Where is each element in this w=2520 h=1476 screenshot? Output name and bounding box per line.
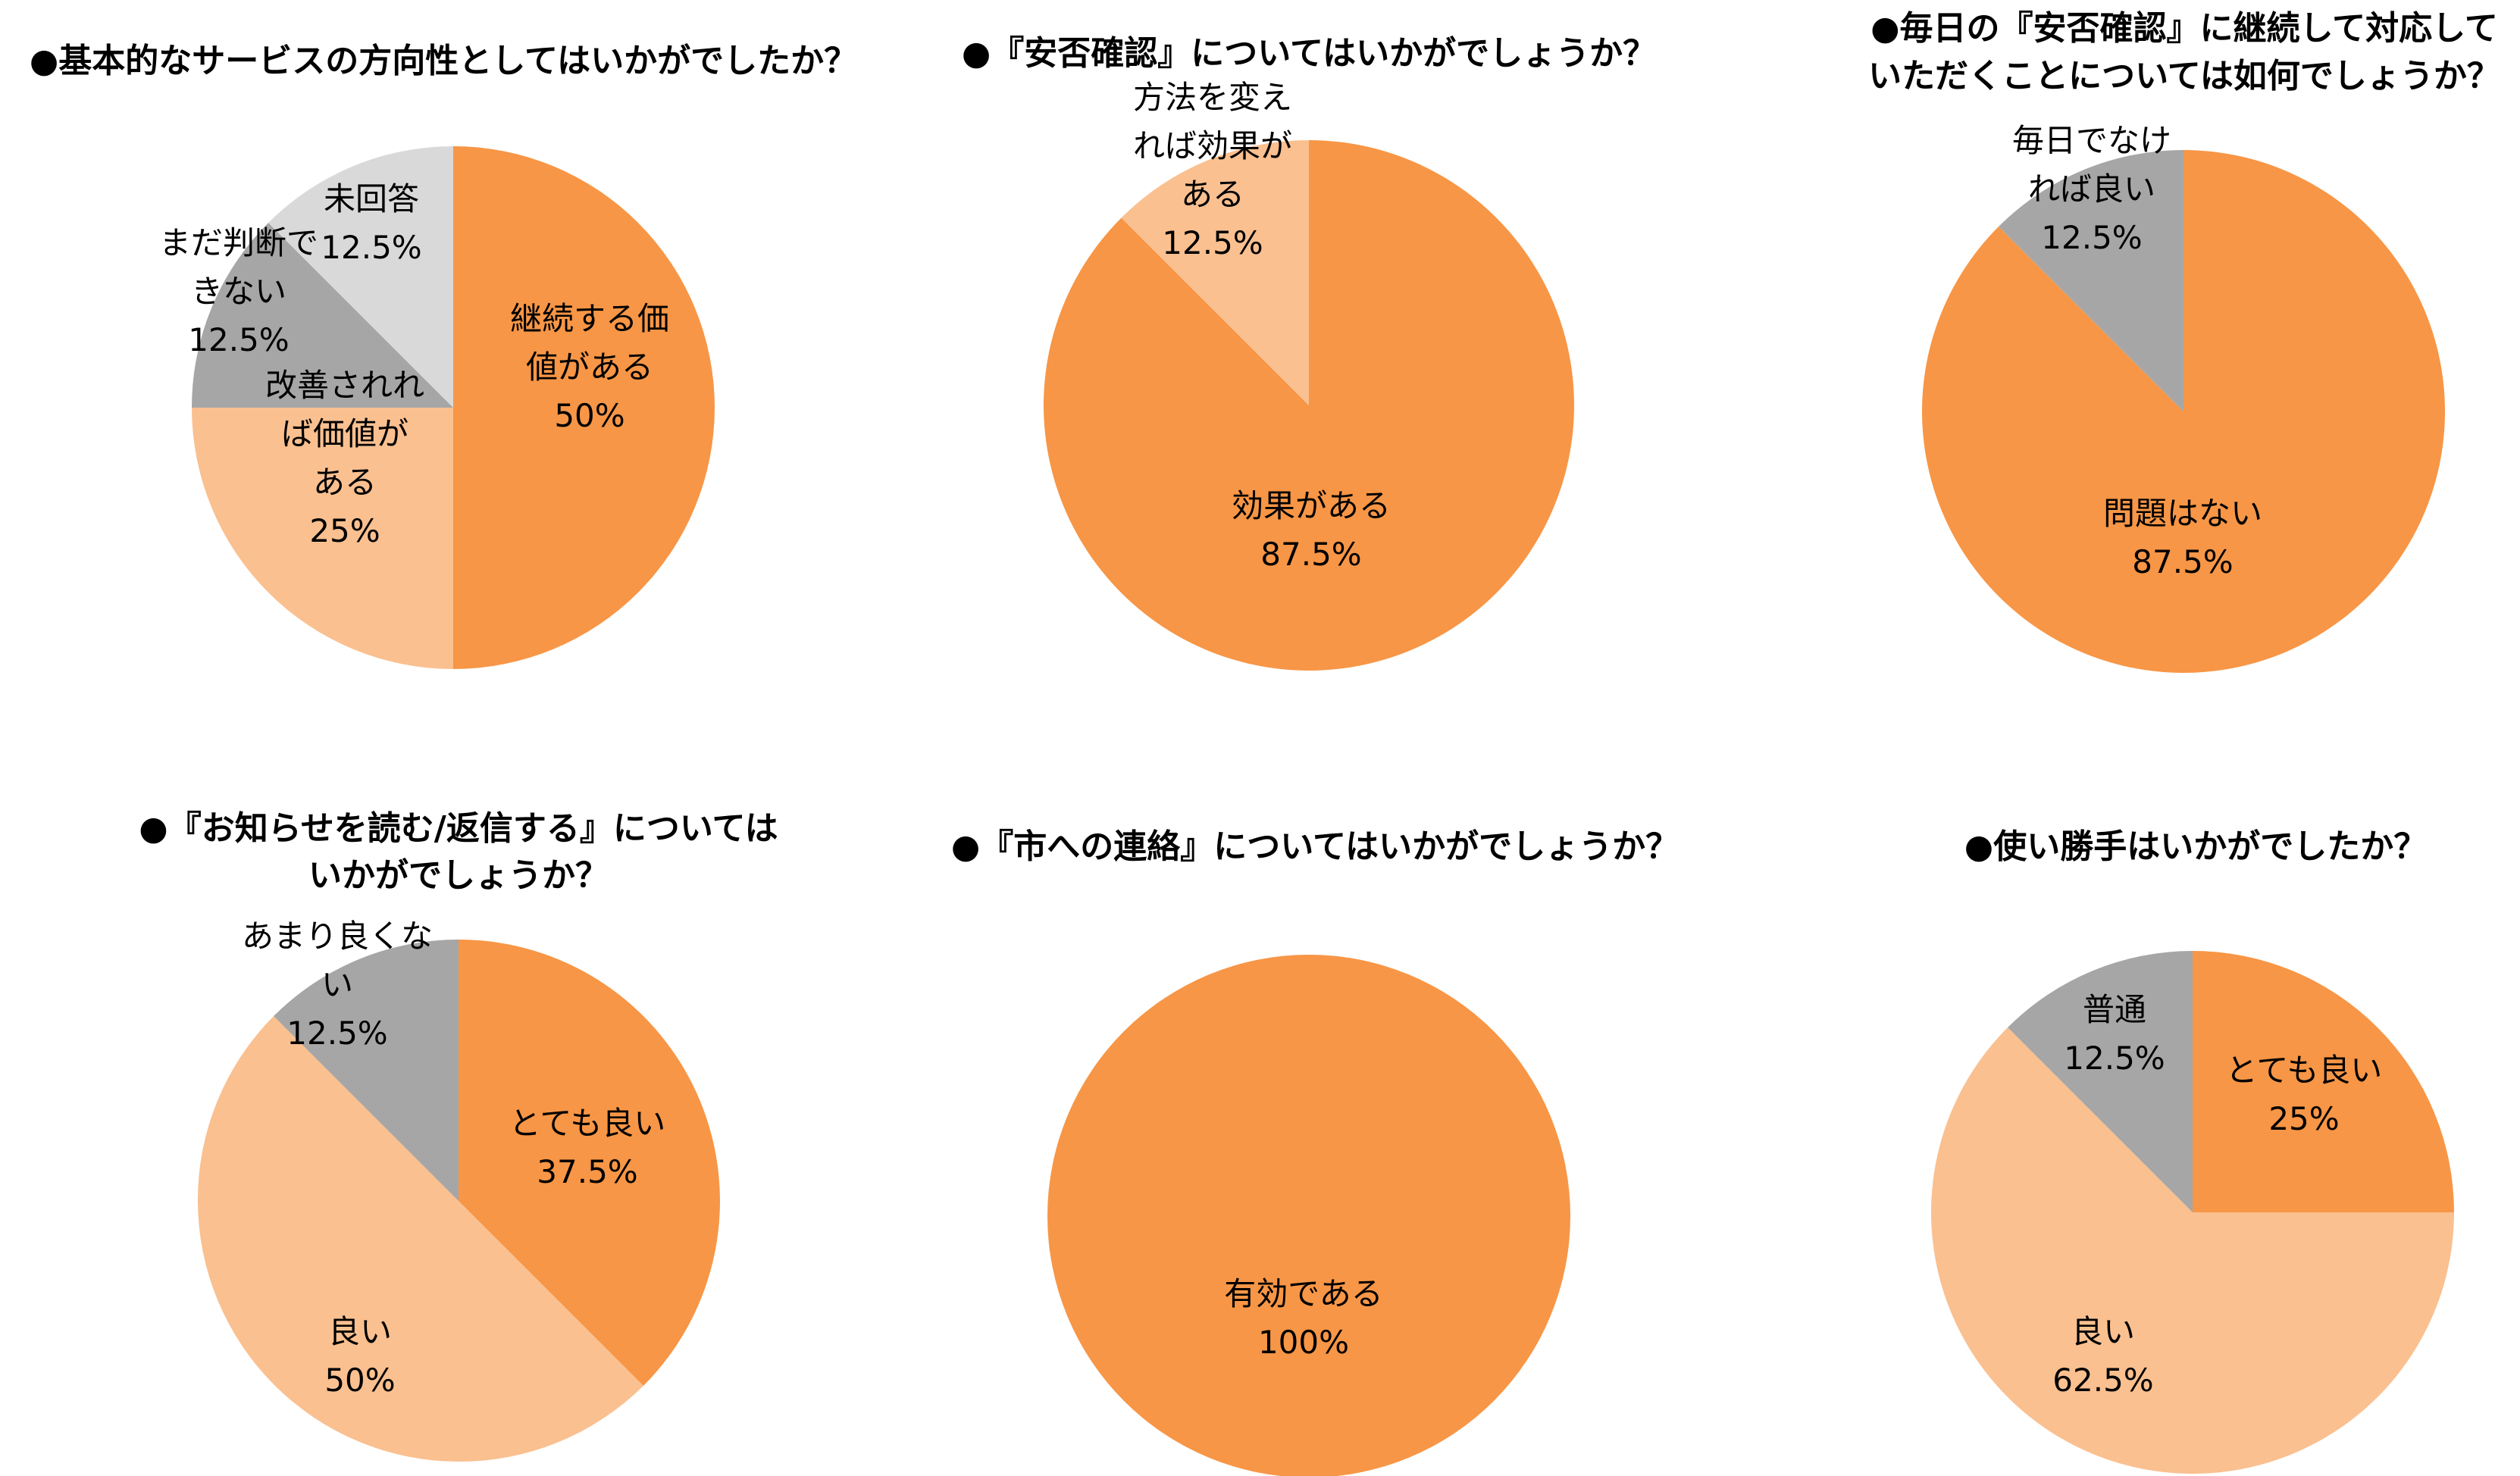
slice-category: 改善されれ bbox=[265, 367, 424, 404]
slice-category: れば効果が bbox=[1133, 127, 1292, 164]
chart-title: ●毎日の『安否確認』に継続して対応して bbox=[1870, 9, 2498, 48]
slice-percentage: 12.5% bbox=[2041, 219, 2142, 256]
pie-slice bbox=[453, 146, 715, 669]
slice-category: 問題はない bbox=[2103, 495, 2262, 532]
slice-percentage: 25% bbox=[2268, 1100, 2339, 1137]
data-label: 方法を変えれば効果がある 12.5% bbox=[1133, 79, 1292, 261]
pie-slice bbox=[197, 1016, 643, 1462]
data-label: 毎日でなければ良い 12.5% bbox=[2012, 122, 2171, 256]
slice-percentage: 50% bbox=[324, 1362, 395, 1399]
slice-category: 値がある bbox=[526, 349, 653, 386]
data-label: とても良い 25% bbox=[2226, 1052, 2383, 1137]
pie-slice bbox=[1047, 955, 1570, 1476]
slice-category: きない bbox=[191, 273, 286, 310]
slice-category: 普通 bbox=[2083, 991, 2146, 1028]
slice-percentage: 100% bbox=[1258, 1324, 1349, 1361]
data-label: とても良い 37.5% bbox=[509, 1105, 666, 1190]
slice-category: とても良い bbox=[2226, 1052, 2383, 1089]
pie-slice bbox=[192, 223, 453, 408]
chart-title: ●使い勝手はいかがでしたか？ bbox=[1964, 827, 2427, 866]
slice-category: 未回答 bbox=[324, 180, 419, 217]
pie-slice bbox=[1043, 140, 1574, 671]
chart-title: ●『安否確認』についてはいかがでしょうか？ bbox=[962, 34, 1656, 73]
pie-slice bbox=[2193, 951, 2454, 1212]
pie-slice bbox=[268, 146, 453, 408]
chart-title: ●『市への連絡』についてはいかがでしょうか？ bbox=[951, 827, 1679, 866]
chart-title: いただくことについては如何でしょうか？ bbox=[1868, 57, 2500, 95]
slice-category: ある bbox=[1181, 176, 1244, 213]
pie-slice bbox=[1931, 1027, 2454, 1474]
slice-percentage: 37.5% bbox=[537, 1153, 637, 1190]
pie-chart-4: ●『お知らせを読む/返信する』についてはいかがでしょうか？ とても良い 37.5% 良… bbox=[139, 809, 778, 1462]
slice-percentage: 12.5% bbox=[2064, 1040, 2165, 1077]
slice-category: ば価値が bbox=[281, 415, 409, 452]
data-label: 問題はない 87.5% bbox=[2103, 495, 2262, 580]
slice-percentage: 87.5% bbox=[2132, 543, 2233, 580]
data-label: 良い 50% bbox=[324, 1313, 395, 1399]
slice-percentage: 12.5% bbox=[321, 229, 421, 266]
slice-percentage: 12.5% bbox=[286, 1015, 387, 1052]
slice-percentage: 62.5% bbox=[2052, 1362, 2153, 1399]
pie-chart-2: ●『安否確認』についてはいかがでしょうか？ 効果がある 87.5% 方法を変えれば効果… bbox=[962, 34, 1656, 671]
pie-slice bbox=[459, 940, 720, 1386]
slice-category: れば良い bbox=[2028, 170, 2155, 208]
data-label: まだ判断できない 12.5% bbox=[159, 224, 318, 358]
data-label: 普通 12.5% bbox=[2064, 991, 2165, 1077]
pie-slice bbox=[1922, 150, 2446, 673]
slice-percentage: 25% bbox=[309, 512, 380, 549]
chart-title: ●『お知らせを読む/返信する』については bbox=[139, 809, 778, 848]
slice-category: 毎日でなけ bbox=[2012, 122, 2171, 159]
data-label: あまり良くない 12.5% bbox=[242, 918, 433, 1052]
data-label: 有効である 100% bbox=[1224, 1275, 1383, 1361]
slice-category: 良い bbox=[2071, 1313, 2135, 1350]
pie-slice bbox=[1121, 139, 1309, 405]
slice-percentage: 12.5% bbox=[1162, 224, 1263, 261]
data-label: 効果がある 87.5% bbox=[1232, 487, 1391, 573]
slice-category: 継続する価 bbox=[510, 300, 669, 337]
slice-category: 効果がある bbox=[1232, 487, 1391, 524]
data-label: 改善されれば価値がある 25% bbox=[265, 367, 424, 549]
pie-chart-5: ●『市への連絡』についてはいかがでしょうか？ 有効である 100% bbox=[951, 827, 1679, 1476]
slice-percentage: 12.5% bbox=[188, 321, 289, 358]
slice-category: 良い bbox=[328, 1313, 392, 1350]
data-label: 良い 62.5% bbox=[2052, 1313, 2153, 1399]
pie-chart-6: ●使い勝手はいかがでしたか？ とても良い 25% 良い 62.5% 普通 12.5% bbox=[1931, 827, 2454, 1474]
slice-category: とても良い bbox=[509, 1105, 666, 1142]
pie-slice bbox=[2008, 951, 2193, 1212]
pie-chart-1: ●基本的なサービスの方向性としてはいかがでしたか？ 継続する価値がある 50% 改善さ… bbox=[30, 42, 857, 669]
data-label: 未回答 12.5% bbox=[321, 180, 421, 266]
slice-category: 有効である bbox=[1224, 1275, 1383, 1312]
data-label: 継続する価値がある 50% bbox=[510, 300, 669, 434]
slice-percentage: 50% bbox=[554, 397, 625, 434]
pie-slice bbox=[1999, 150, 2183, 411]
chart-title: いかがでしょうか？ bbox=[308, 856, 609, 895]
slice-category: い bbox=[321, 966, 353, 1003]
slice-percentage: 87.5% bbox=[1260, 536, 1361, 573]
slice-category: ある bbox=[313, 464, 377, 501]
pie-slice bbox=[274, 940, 459, 1201]
pie-slice bbox=[192, 408, 453, 669]
slice-category: まだ判断で bbox=[159, 224, 318, 261]
slice-category: あまり良くな bbox=[242, 918, 433, 955]
chart-title: ●基本的なサービスの方向性としてはいかがでしたか？ bbox=[30, 42, 857, 80]
slice-category: 方法を変え bbox=[1133, 79, 1292, 116]
